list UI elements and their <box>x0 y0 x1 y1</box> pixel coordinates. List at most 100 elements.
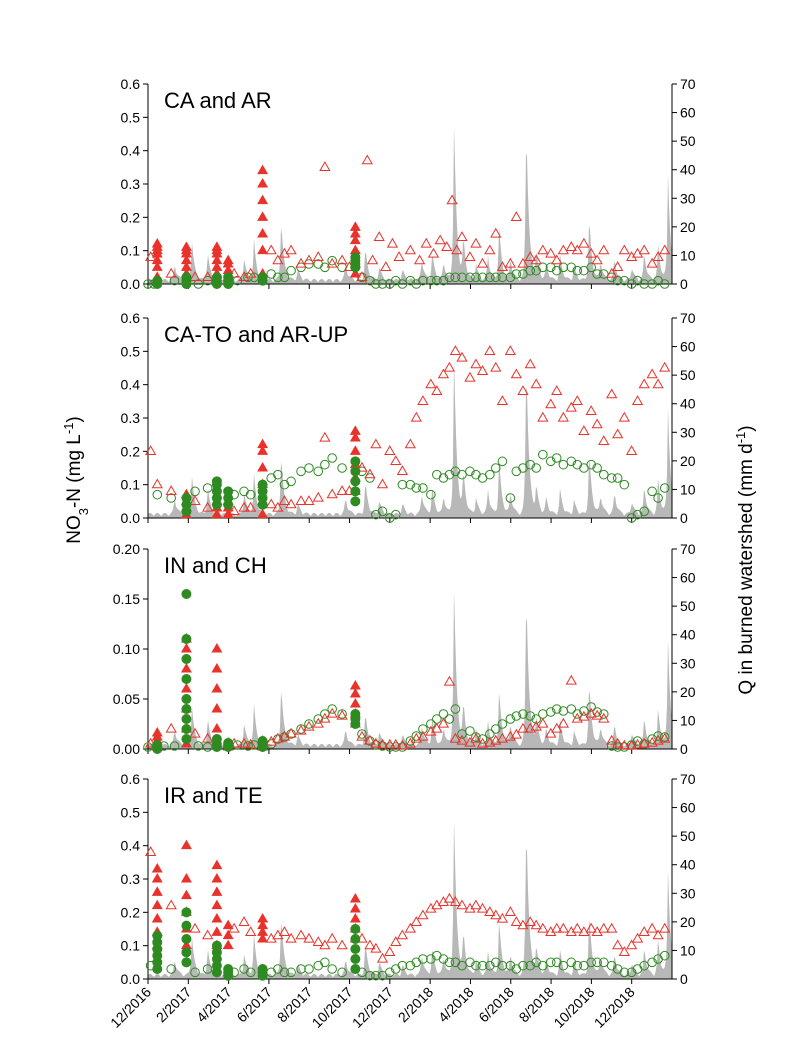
red-filled-point <box>151 254 163 265</box>
left-tick-label: 0.6 <box>121 76 141 92</box>
red-open-point <box>366 254 379 265</box>
green-filled-point <box>350 944 361 955</box>
red-filled-point <box>180 241 192 251</box>
red-filled-point <box>257 227 269 238</box>
red-open-point <box>496 732 509 743</box>
green-open-point <box>485 469 495 480</box>
red-open-point <box>384 946 396 956</box>
red-filled-point <box>349 234 361 245</box>
left-tick-label: 0.0 <box>121 276 141 292</box>
green-filled-point <box>181 654 192 665</box>
green-open-point <box>193 279 204 289</box>
red-filled-point <box>257 445 269 455</box>
green-open-point <box>438 709 449 719</box>
right-tick-label: 50 <box>680 828 696 844</box>
y-axis-left-label: NO3-N (mg L-1) <box>61 416 91 544</box>
panel-1: 0.0 0.1 0.2 0.3 0.4 0.5 0.6 0 10 20 30 40 50 60 70 CA a… <box>121 76 696 292</box>
green-open-point <box>647 486 657 497</box>
red-open-point <box>386 237 399 248</box>
green-open-point <box>202 964 213 974</box>
red-open-point <box>417 730 429 741</box>
red-open-point <box>443 675 456 686</box>
red-filled-point <box>151 886 163 896</box>
red-open-point <box>336 485 348 495</box>
green-open-point <box>586 459 596 470</box>
right-tick-label: 70 <box>680 771 696 787</box>
red-filled-point <box>151 237 163 248</box>
green-open-point <box>432 469 442 480</box>
red-open-point <box>370 737 382 748</box>
red-open-point <box>364 734 376 745</box>
red-open-point <box>449 732 462 743</box>
green-open-point <box>438 275 449 286</box>
green-filled-point <box>181 704 192 715</box>
green-open-point <box>659 950 670 961</box>
red-open-point <box>319 939 331 950</box>
green-filled-point <box>181 634 192 645</box>
red-open-point <box>652 251 664 261</box>
green-open-point <box>592 957 602 968</box>
red-open-point <box>476 257 489 268</box>
red-open-point <box>356 730 368 741</box>
green-filled-point <box>223 272 234 283</box>
red-open-point <box>319 431 331 442</box>
red-open-point <box>470 237 482 248</box>
red-open-point <box>618 946 630 956</box>
red-open-point <box>336 709 348 720</box>
green-open-point <box>538 960 548 971</box>
red-open-point <box>490 734 502 745</box>
y-axis-right-label: Q in burned watershed (mm d-1) <box>733 425 758 694</box>
red-open-point <box>245 926 257 936</box>
red-open-point <box>510 728 522 739</box>
green-open-point <box>337 463 347 473</box>
green-open-point <box>337 709 347 719</box>
red-open-point <box>145 846 157 856</box>
red-open-point <box>404 922 416 933</box>
red-open-point <box>189 922 201 933</box>
red-open-point <box>456 734 468 745</box>
red-open-point <box>537 717 549 728</box>
green-open-point <box>485 960 495 971</box>
right-tick-label: 20 <box>680 684 696 700</box>
green-open-point <box>313 714 324 724</box>
green-open-point <box>450 704 461 714</box>
red-open-point <box>390 455 402 465</box>
green-open-point <box>639 960 649 971</box>
green-open-point <box>518 709 528 719</box>
green-filled-point <box>181 674 192 685</box>
red-filled-point <box>257 244 269 255</box>
red-open-point <box>571 922 583 933</box>
red-filled-point <box>222 254 234 265</box>
green-open-point <box>518 960 528 971</box>
red-open-point <box>530 378 542 389</box>
red-open-point <box>618 739 630 750</box>
green-filled-point <box>223 486 234 497</box>
red-open-point <box>646 368 658 379</box>
red-open-point <box>565 674 577 685</box>
green-open-point <box>444 272 455 283</box>
red-open-point <box>165 485 177 495</box>
red-open-point <box>285 727 297 738</box>
red-open-point <box>646 257 658 268</box>
red-open-point <box>396 929 409 940</box>
red-open-point <box>245 738 257 749</box>
red-open-point <box>571 244 583 255</box>
panel-title: CA-TO and AR-UP <box>164 322 348 347</box>
right-tick-label: 0 <box>680 510 688 526</box>
red-open-point <box>565 926 577 936</box>
green-open-point <box>169 275 180 286</box>
red-open-point <box>612 428 624 439</box>
green-open-point <box>497 960 508 971</box>
red-filled-point <box>211 912 223 923</box>
green-open-point <box>477 960 488 971</box>
red-open-point <box>496 395 509 405</box>
green-filled-point <box>350 964 361 975</box>
green-open-point <box>558 262 569 273</box>
green-filled-point <box>211 940 222 951</box>
red-open-point <box>618 411 630 422</box>
red-open-point <box>384 738 396 749</box>
green-open-point <box>626 279 637 289</box>
right-tick-label: 20 <box>680 453 696 469</box>
red-open-point <box>376 478 389 489</box>
right-tick-label: 10 <box>680 247 696 263</box>
